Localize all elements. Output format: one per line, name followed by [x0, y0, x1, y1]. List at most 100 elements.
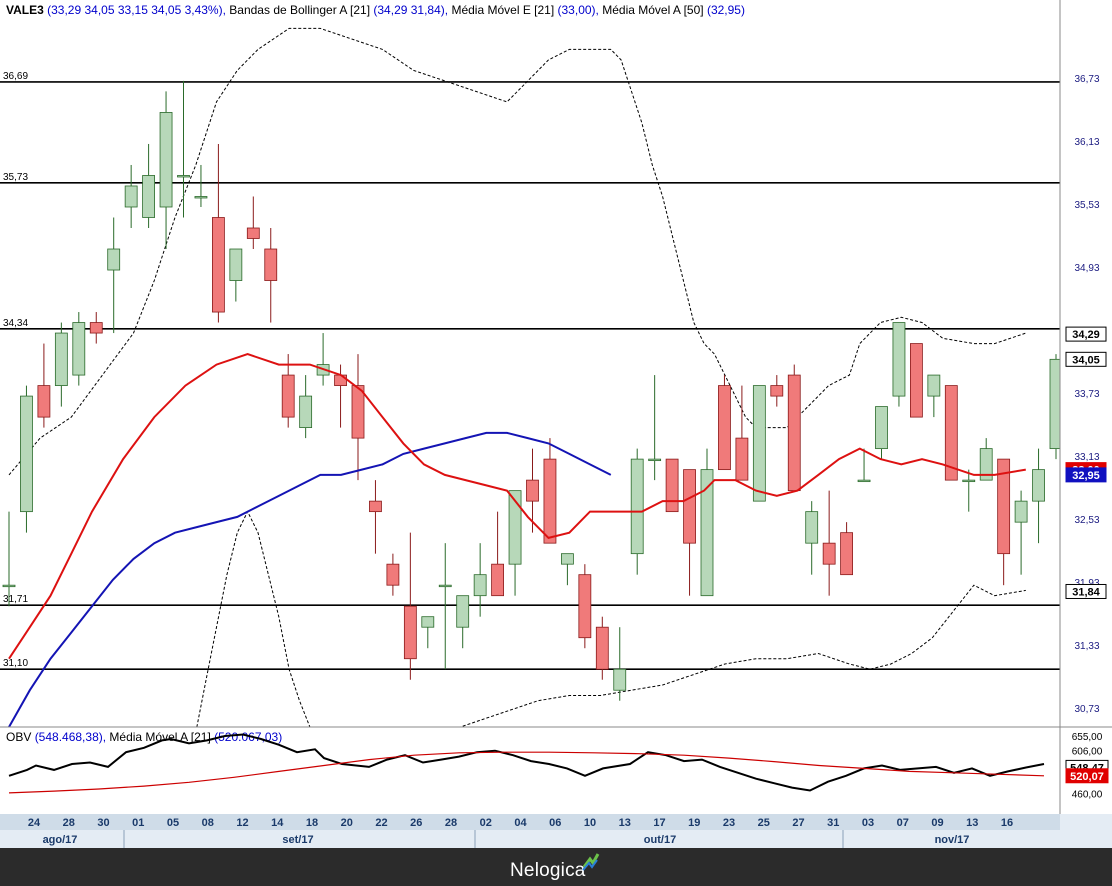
month-label: nov/17 [935, 834, 970, 846]
candle-body [456, 595, 470, 628]
axis-month-band [0, 830, 1060, 848]
price-tick-label: 31,33 [1074, 641, 1099, 652]
price-tag-label: 34,05 [1072, 354, 1100, 366]
candle-body [875, 406, 888, 450]
date-tick-label: 31 [827, 817, 839, 829]
candle-body [177, 175, 190, 178]
legend-part: (33,29 34,05 33,15 34,05 3,43%), [44, 3, 229, 17]
candle-body [770, 385, 784, 397]
date-tick-label: 05 [167, 817, 179, 829]
horizontal-level-label: 34,34 [3, 318, 28, 329]
candle-body [1032, 469, 1045, 502]
legend-part: (34,29 31,84), [373, 3, 451, 17]
axis-corner [1060, 814, 1112, 848]
candle-body [979, 448, 993, 481]
candle-body [508, 490, 522, 565]
candle-body [735, 437, 749, 481]
candle-body [369, 500, 382, 513]
date-tick-label: 23 [723, 817, 735, 829]
date-tick-label: 28 [63, 817, 75, 829]
price-tag-label: 31,84 [1072, 586, 1100, 598]
obv-tick-label: 606,00 [1072, 746, 1103, 757]
candle-body [578, 574, 592, 639]
date-tick-label: 17 [653, 817, 665, 829]
candle-body [1049, 358, 1060, 450]
candle-body [403, 605, 417, 660]
candle-body [142, 175, 156, 218]
candle-body [386, 563, 400, 586]
legend-part: OBV [6, 730, 35, 744]
candle-body [89, 322, 103, 334]
obv-legend: OBV (548.468,38), Média Móvel A [21] (52… [6, 730, 282, 744]
candle-body [299, 395, 313, 429]
date-tick-label: 19 [688, 817, 700, 829]
price-tag [1065, 351, 1107, 367]
candle-body [787, 374, 801, 492]
candle-body [752, 385, 766, 502]
candle-body [491, 563, 505, 597]
date-tick-label: 03 [862, 817, 874, 829]
obv-average-line [8, 751, 1045, 794]
date-tick-label: 20 [341, 817, 353, 829]
candle-body [683, 469, 696, 544]
date-tick-label: 06 [549, 817, 561, 829]
candle-body [438, 584, 452, 588]
horizontal-level-label: 31,71 [3, 594, 28, 605]
candle-body [805, 511, 819, 544]
legend-part: (32,95) [707, 3, 745, 17]
candle-body [107, 248, 121, 271]
candle-body [72, 322, 86, 376]
candle-body [665, 458, 679, 513]
chart-background [0, 0, 1112, 848]
legend-part: (548.468,38), [35, 730, 110, 744]
price-tick-label: 30,73 [1074, 704, 1099, 715]
price-tick-label: 31,93 [1074, 578, 1099, 589]
ema21-line [8, 353, 1026, 660]
main-price-panel[interactable]: 36,69 35,73 34,34 31,71 31,10 36,73 36,13 35,53… [0, 27, 1107, 847]
date-tick-label: 27 [792, 817, 804, 829]
date-tick-label: 04 [514, 817, 527, 829]
candle-body [613, 668, 627, 691]
obv-tick-label: 460,00 [1072, 789, 1103, 800]
date-tick-label: 22 [375, 817, 387, 829]
price-tag [1065, 326, 1107, 342]
price-tick-label: 36,73 [1074, 74, 1099, 85]
date-tick-label: 25 [758, 817, 770, 829]
obv-tick-label: 655,00 [1072, 732, 1103, 743]
candle-body [526, 479, 539, 502]
brand-logo-icon [582, 853, 600, 871]
candle-body [37, 385, 51, 418]
candle-body [54, 332, 68, 386]
brand-logo-text: Nelogica [510, 860, 586, 881]
legend-part: Média Móvel E [21] [451, 3, 557, 17]
date-tick-label: 13 [619, 817, 631, 829]
date-tick-label: 09 [931, 817, 943, 829]
obv-line [8, 733, 1045, 792]
candle-body [962, 479, 976, 483]
date-tick-label: 01 [132, 817, 144, 829]
obv-plot-area [8, 733, 1045, 794]
candle-body [20, 395, 33, 513]
date-axis: 24 28 30 01 05 08 12 14 18 20 22 26 28 02 04 06 10 13 17 19… [0, 814, 1112, 848]
candle-body [351, 385, 365, 439]
month-label: ago/17 [43, 834, 78, 846]
date-tick-label: 08 [202, 817, 214, 829]
candle-body [334, 374, 347, 386]
date-tick-label: 14 [271, 817, 284, 829]
price-tick-label: 36,13 [1074, 137, 1099, 148]
price-tick-label: 33,73 [1074, 389, 1099, 400]
legend-part: VALE3 [6, 3, 44, 17]
sma50-line [8, 431, 612, 727]
date-tick-label: 16 [1001, 817, 1013, 829]
obv-value-tag [1065, 768, 1109, 784]
candle-body [281, 374, 295, 418]
price-plot-area [0, 27, 1060, 727]
candle-body [700, 469, 714, 597]
bollinger-upper-band [8, 27, 1026, 476]
month-label: set/17 [282, 834, 313, 846]
main-chart-legend: VALE3 (33,29 34,05 33,15 34,05 3,43%), B… [6, 3, 745, 17]
candle-body [124, 185, 138, 208]
price-tag-label: 32,95 [1072, 470, 1100, 482]
price-tag-label: 34,29 [1072, 329, 1100, 341]
